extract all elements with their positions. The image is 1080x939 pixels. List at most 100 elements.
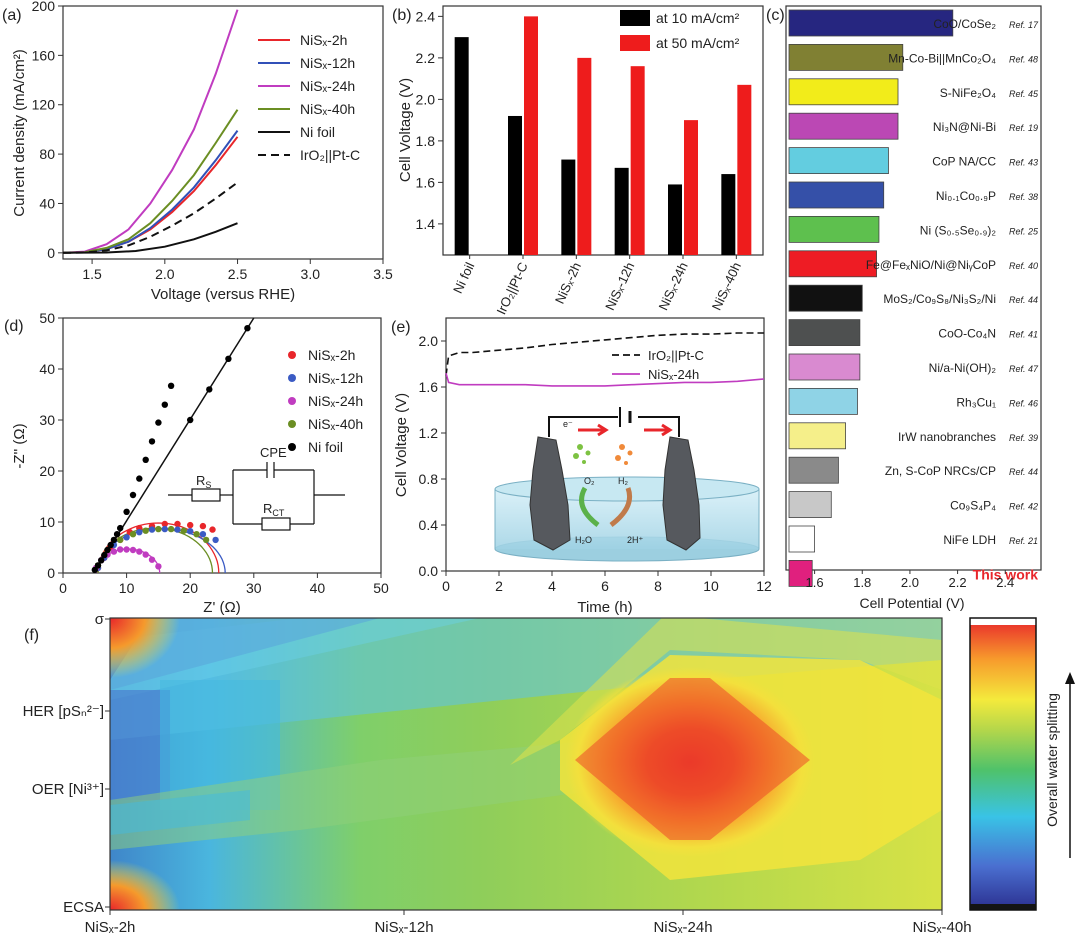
series-line-ni-foil: [62, 222, 238, 254]
series-line-nisx-40h: [62, 109, 239, 254]
point-nisx-12h: [161, 525, 168, 533]
point-nisx-24h: [123, 546, 130, 553]
point-nisx-40h: [180, 527, 187, 534]
panel-b-cell-voltage-bar-chart: (b) 1.4 1.6 1.8 2.0 2.2 2.4 Ni foil IrO₂||Pt-C…: [392, 5, 764, 317]
cathode-electrode: [662, 436, 701, 551]
x-tick-label: 2.0: [155, 266, 175, 282]
y-tick-label: 0.8: [419, 471, 439, 487]
bar-cop-na-cc: [788, 147, 889, 175]
bar-mos-co-s-ni-s-ni: [788, 284, 863, 312]
panel-d-nyquist-plot: (d) 0 10 20 30 40 50 0 10 20 30 40 50 NiSₓ-2h NiSₓ-1…: [4, 310, 389, 616]
legend-label-nisx-24h: NiSₓ-24h: [300, 78, 355, 94]
point-nisx-2h: [187, 521, 194, 529]
x-tick-label: 2.4: [996, 575, 1014, 590]
h2-label: H₂: [618, 476, 628, 486]
bar-nis-40h-10: [721, 174, 736, 255]
bar-ref-ni-n-ni-bi: Ref. 19: [1009, 123, 1038, 133]
point-ni-foil: [161, 401, 168, 408]
y-tick-label: 40: [39, 361, 55, 377]
y-tick-label: 40: [39, 195, 55, 211]
bar-irw-nanobranches: [788, 422, 846, 450]
y-tick-label: 2.2: [416, 50, 436, 66]
bar-ref-irw-nanobranches: Ref. 39: [1009, 433, 1038, 443]
bar-nife-ldh: [788, 525, 815, 553]
bar-nis-12h-50: [630, 66, 645, 255]
point-ni-foil: [187, 416, 194, 424]
bar-ref-cop-na-cc: Ref. 43: [1009, 158, 1038, 168]
x-tick-label: 2.2: [949, 575, 967, 590]
bar-label-coo-co-n: CoO-Co₄N: [938, 327, 996, 341]
panel-f-label: (f): [24, 627, 39, 644]
legend-marker-nisx-2h: [288, 351, 296, 359]
y-tick-label: 1.6: [419, 379, 439, 395]
x-tick-label: 6: [601, 578, 609, 594]
point-ni-foil: [225, 355, 232, 362]
bar-mn-co-bi-mnco-o: [788, 44, 904, 71]
point-nisx-12h: [174, 526, 181, 533]
electron-label: e⁻: [563, 419, 573, 429]
bar-label-ni-n-ni-bi: Ni₃N@Ni-Bi: [933, 120, 996, 134]
y-tick-label: 0: [47, 565, 55, 581]
x-tick-label: 2: [495, 578, 503, 594]
panel-e-label: (e): [391, 319, 411, 336]
bar-this-work: [788, 560, 813, 587]
bar-ref-ni-s-se: Ref. 25: [1009, 226, 1039, 236]
heatmap-x-label-1: NiSₓ-12h: [374, 919, 433, 936]
bar-rh-cu: [788, 387, 858, 415]
bar-nis-24h-10: [668, 184, 682, 255]
circuit-rct-label: RCT: [263, 501, 285, 518]
bar-label-s-nife-o: S-NiFe₂O₄: [940, 86, 996, 100]
bar-label-co-s-p: Co₉S₄P₄: [950, 499, 996, 513]
bar-label-irw-nanobranches: IrW nanobranches: [898, 430, 996, 444]
panel-a-ticks: 1.5 2.0 2.5 3.0 3.5 0 40 80 120 160 200: [32, 0, 393, 282]
panel-d-ticks: 0 10 20 30 40 50 0 10 20 30 40 50: [39, 310, 389, 596]
equivalent-circuit-diagram: [168, 462, 345, 531]
y-tick-label: 20: [39, 463, 55, 479]
panel-b-bars: Ni foil IrO₂||Pt-C NiSₓ-2h NiSₓ-12h NiSₓ-24h…: [450, 16, 752, 317]
anode-electrode: [529, 436, 571, 551]
point-nisx-2h: [174, 520, 181, 528]
point-nisx-12h: [212, 536, 219, 544]
bar-ref-fe-fe-nio-ni-ni-cop: Ref. 40: [1009, 261, 1038, 271]
bar-ref-nife-ldh: Ref. 21: [1009, 536, 1038, 546]
h-plus-label: 2H⁺: [627, 535, 644, 545]
bar-ni-foil-10: [454, 37, 469, 255]
y-tick-label: 120: [32, 97, 56, 113]
series-line-nisx-24h: [62, 9, 239, 254]
legend-label-nisx-24h: NiSₓ-24h: [308, 393, 363, 409]
point-nisx-24h: [136, 548, 143, 555]
legend-marker-ni-foil: [288, 443, 296, 451]
bar-ref-ni-a-ni-oh: Ref. 47: [1009, 364, 1039, 374]
legend-label-nisx-40h: NiSₓ-40h: [308, 416, 363, 432]
point-nisx-40h: [142, 527, 149, 534]
bar-label-zn-s-cop-nrcs-cp: Zn, S-CoP NRCs/CP: [885, 464, 996, 478]
legend-marker-nisx-40h: [288, 420, 296, 428]
colorbar-frame: [969, 617, 1037, 911]
panel-d-series: [91, 317, 255, 574]
point-nisx-24h: [142, 551, 149, 558]
point-ni-foil: [136, 475, 143, 482]
panel-a-frame: [62, 5, 384, 260]
point-ni-foil: [94, 562, 102, 569]
bar-label-mos-co-s-ni-s-ni: MoS₂/Co₉S₈/Ni₃S₂/Ni: [883, 292, 996, 306]
heatmap-y-label-1: HER [pSₙ²⁻]: [23, 703, 104, 720]
point-ni-foil: [148, 438, 156, 445]
point-nisx-12h: [187, 528, 194, 535]
x-tick-label: NiSₓ-24h: [655, 260, 690, 313]
legend-label-nisx-12h: NiSₓ-12h: [308, 370, 363, 386]
x-tick-label: 3.5: [373, 266, 393, 282]
legend-label-ni-foil: Ni foil: [308, 439, 343, 455]
heatmap-y-label-0: σ: [95, 611, 105, 628]
y-tick-label: 30: [39, 412, 55, 428]
y-tick-label: 1.6: [416, 174, 436, 190]
bar-nis-12h-10: [614, 167, 629, 255]
bar-label-fe-fe-nio-ni-ni-cop: Fe@FeₓNiO/Ni@NiᵧCoP: [866, 258, 996, 272]
legend-label-ni-foil: Ni foil: [300, 124, 335, 140]
panel-d-x-axis-label: Z' (Ω): [203, 599, 240, 616]
point-nisx-40h: [117, 536, 124, 544]
point-nisx-24h: [110, 548, 118, 555]
panel-d-y-axis-label: -Z'' (Ω): [11, 423, 28, 468]
point-nisx-40h: [202, 536, 210, 544]
point-nisx-40h: [129, 531, 137, 538]
y-tick-label: 200: [32, 0, 56, 14]
